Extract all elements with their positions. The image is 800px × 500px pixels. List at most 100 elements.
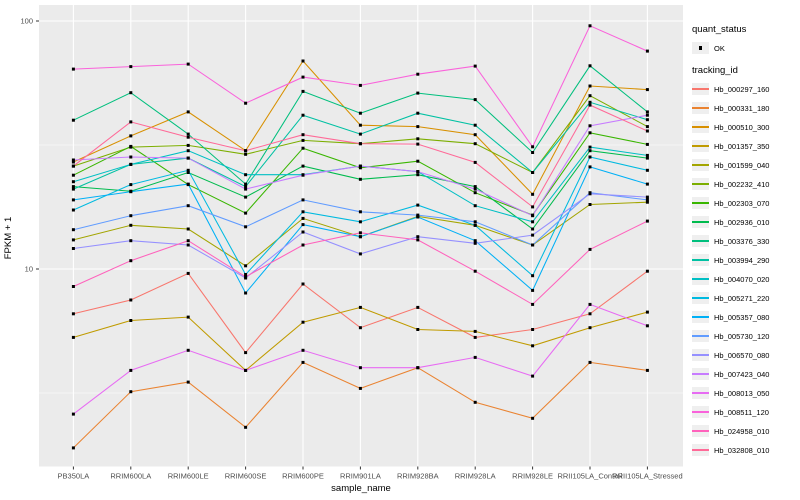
legend-key-Hb_002936_010 [692, 216, 709, 228]
data-point-Hb_000331_180 [531, 416, 535, 420]
legend-item-Hb_005271_220: Hb_005271_220 [692, 292, 798, 304]
data-point-Hb_003376_330 [186, 132, 190, 136]
data-point-Hb_000297_160 [301, 282, 305, 286]
legend: quant_status OK tracking_id Hb_000297_16… [692, 24, 798, 463]
legend-item-label: Hb_001599_040 [714, 160, 770, 170]
legend-item-label: Hb_003994_290 [714, 255, 770, 265]
axis-ticks [36, 20, 648, 470]
data-point-Hb_003994_290 [588, 100, 592, 104]
data-point-Hb_000297_160 [416, 305, 420, 309]
x-tick-label: RRIM600SE [225, 472, 267, 481]
data-point-Hb_002936_010 [301, 164, 305, 168]
data-point-Hb_005271_220 [416, 203, 420, 207]
legend-key-Hb_000297_160 [692, 83, 709, 95]
legend-item-label: Hb_002936_010 [714, 217, 770, 227]
data-point-Hb_002936_010 [531, 227, 535, 231]
legend-line-icon [692, 88, 709, 90]
data-point-Hb_003376_330 [416, 91, 420, 95]
data-point-Hb_002232_410 [473, 142, 477, 146]
data-point-Hb_002936_010 [416, 173, 420, 177]
data-point-Hb_024958_010 [645, 219, 649, 223]
legend-item-Hb_032808_010: Hb_032808_010 [692, 444, 798, 456]
data-point-Hb_007423_040 [645, 113, 649, 117]
data-point-Hb_003376_330 [645, 110, 649, 114]
legend-item-label: Hb_001357_350 [714, 141, 770, 151]
data-point-Hb_001357_350 [186, 315, 190, 319]
data-point-Hb_003994_290 [531, 171, 535, 174]
data-point-Hb_008511_120 [588, 24, 592, 28]
legend-item-label: Hb_008013_050 [714, 388, 770, 398]
legend-item-label: Hb_003376_330 [714, 236, 770, 246]
data-point-Hb_032808_010 [588, 103, 592, 107]
data-point-Hb_024958_010 [71, 285, 75, 288]
data-point-Hb_002232_410 [186, 143, 190, 147]
legend-key-Hb_003376_330 [692, 235, 709, 247]
data-point-Hb_002232_410 [244, 152, 248, 156]
legend-item-Hb_002303_070: Hb_002303_070 [692, 197, 798, 209]
data-point-Hb_002303_070 [71, 173, 75, 177]
data-point-Hb_003994_290 [301, 113, 305, 117]
data-point-Hb_007423_040 [358, 164, 362, 168]
data-point-Hb_003376_330 [129, 91, 133, 95]
legend-item-Hb_000297_160: Hb_000297_160 [692, 83, 798, 95]
data-point-Hb_008511_120 [71, 67, 75, 71]
data-point-Hb_032808_010 [416, 142, 420, 146]
data-point-Hb_005271_220 [129, 183, 133, 187]
data-point-Hb_002936_010 [358, 177, 362, 181]
data-point-Hb_004070_020 [244, 173, 248, 177]
data-point-Hb_003994_290 [416, 111, 420, 115]
data-point-Hb_003994_290 [244, 185, 248, 189]
data-point-Hb_000331_180 [645, 368, 649, 372]
data-point-Hb_003994_290 [473, 123, 477, 127]
data-point-Hb_032808_010 [129, 120, 133, 124]
data-point-Hb_003376_330 [588, 64, 592, 68]
legend-item-Hb_007423_040: Hb_007423_040 [692, 368, 798, 380]
legend-item-Hb_005357_080: Hb_005357_080 [692, 311, 798, 323]
legend-line-icon [692, 411, 709, 413]
legend-item-label: Hb_002232_410 [714, 179, 770, 189]
data-point-Hb_002936_010 [71, 185, 75, 189]
data-point-Hb_001357_350 [129, 319, 133, 322]
data-point-Hb_000331_180 [71, 446, 75, 450]
data-point-Hb_008013_050 [416, 366, 420, 370]
x-tick-label: RRII105LA_Stressed [612, 472, 682, 481]
data-point-Hb_005730_120 [301, 198, 305, 202]
legend-item-Hb_002232_410: Hb_002232_410 [692, 178, 798, 190]
legend-key-Hb_002303_070 [692, 197, 709, 209]
data-point-Hb_001599_040 [129, 223, 133, 227]
data-point-Hb_002936_010 [473, 185, 477, 189]
data-point-Hb_000510_300 [186, 110, 190, 114]
data-point-Hb_000297_160 [244, 351, 248, 355]
data-point-Hb_002232_410 [645, 125, 649, 129]
data-point-Hb_007423_040 [473, 187, 477, 191]
data-point-Hb_002303_070 [588, 131, 592, 135]
legend-key-Hb_000331_180 [692, 102, 709, 114]
data-point-Hb_000510_300 [645, 88, 649, 92]
data-point-Hb_004070_020 [186, 149, 190, 153]
legend-item-label: Hb_000297_160 [714, 84, 770, 94]
x-tick-label: RRII105LA_Control [557, 472, 622, 481]
data-point-Hb_003994_290 [645, 118, 649, 122]
legend-item-Hb_008013_050: Hb_008013_050 [692, 387, 798, 399]
data-point-Hb_000331_180 [186, 380, 190, 384]
legend-key-Hb_005730_120 [692, 330, 709, 342]
legend-line-icon [692, 202, 709, 204]
legend-line-icon [692, 297, 709, 299]
data-point-Hb_000331_180 [358, 386, 362, 390]
data-point-Hb_002303_070 [645, 142, 649, 146]
legend-line-icon [692, 221, 709, 223]
legend-item-label: Hb_004070_020 [714, 274, 770, 284]
data-point-Hb_007423_040 [588, 124, 592, 128]
data-point-Hb_024958_010 [186, 239, 190, 243]
legend-key-Hb_024958_010 [692, 425, 709, 437]
point-symbol-icon [698, 46, 703, 50]
data-point-Hb_003376_330 [71, 118, 75, 122]
data-point-Hb_005730_120 [473, 220, 477, 224]
data-point-Hb_002936_010 [244, 195, 248, 199]
data-point-Hb_007423_040 [531, 214, 535, 218]
axis-tick-labels: PB350LA RRIM600LA RRIM600LE RRIM600SE RRIM60… [20, 17, 682, 481]
data-point-Hb_000510_300 [473, 133, 477, 137]
data-point-Hb_002936_010 [645, 156, 649, 160]
data-point-Hb_002232_410 [416, 137, 420, 141]
